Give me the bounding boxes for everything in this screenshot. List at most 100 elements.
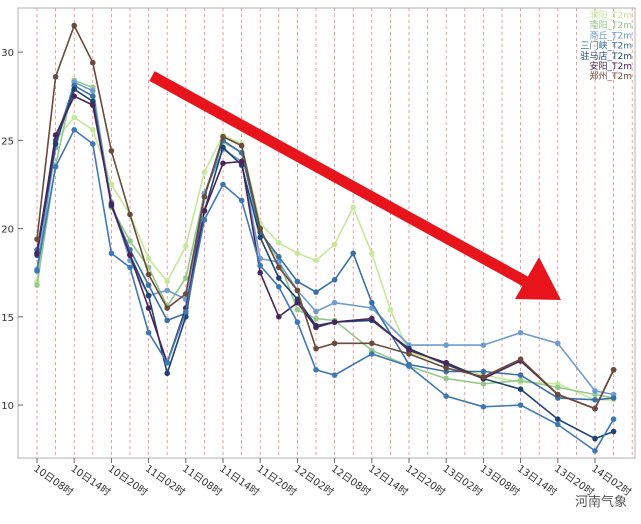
legend: 濮阳_T2m南阳_T2m商丘_T2m三门峡_T2m驻马店_T2m安阳_T2m郑州… <box>581 9 633 82</box>
data-point <box>369 250 375 257</box>
y-tick-label: 20 <box>1 225 14 236</box>
data-point <box>480 368 487 375</box>
y-tick-label: 15 <box>1 313 14 324</box>
data-point <box>238 142 245 149</box>
data-point <box>164 278 170 285</box>
x-tick-label: 11日08时 <box>180 463 224 499</box>
x-tick-label: 12日08时 <box>329 463 373 499</box>
data-point <box>145 329 152 336</box>
y-tick-label: 30 <box>1 48 14 59</box>
data-point <box>90 141 96 147</box>
data-point <box>517 372 524 378</box>
x-tick-label: 10日14时 <box>68 463 112 499</box>
data-point <box>369 299 375 306</box>
data-point <box>313 308 319 315</box>
data-point <box>164 317 170 324</box>
data-point <box>443 393 450 400</box>
data-point <box>276 275 282 281</box>
data-point <box>201 217 208 223</box>
data-point <box>555 384 561 391</box>
data-point <box>294 287 301 294</box>
data-point <box>257 269 264 276</box>
data-point <box>276 284 282 290</box>
data-point <box>480 342 487 348</box>
series-line <box>36 87 614 440</box>
data-point <box>331 277 338 283</box>
data-point <box>313 289 319 295</box>
legend-entry: 南阳_T2m <box>590 19 633 31</box>
data-point <box>592 435 598 442</box>
arrow-head <box>515 257 561 300</box>
data-point <box>276 264 282 271</box>
data-point <box>145 271 152 278</box>
data-point <box>294 319 301 325</box>
data-point <box>369 305 375 311</box>
arrow-shaft <box>149 71 533 289</box>
trend-arrow <box>149 71 561 300</box>
data-point <box>517 377 524 384</box>
data-point <box>71 127 77 133</box>
data-point <box>276 239 282 246</box>
data-point <box>592 388 598 394</box>
series-line <box>36 23 615 410</box>
series-line <box>36 84 614 401</box>
x-tick-label: 11日02时 <box>143 463 187 499</box>
data-point <box>257 262 264 269</box>
data-point <box>145 292 152 299</box>
data-point <box>145 305 152 311</box>
series-lines <box>34 22 617 454</box>
x-tick-label: 11日20时 <box>254 463 298 499</box>
data-point <box>127 211 133 218</box>
data-point <box>220 134 226 140</box>
data-point <box>313 324 319 331</box>
data-point <box>294 250 301 257</box>
data-point <box>294 307 301 313</box>
x-tick-label: 13日08时 <box>478 463 522 499</box>
data-point <box>108 148 115 154</box>
data-point <box>555 421 561 428</box>
data-point <box>201 169 208 175</box>
data-point <box>517 329 524 336</box>
data-point <box>313 367 319 373</box>
data-point <box>313 257 319 264</box>
series-line <box>36 116 614 401</box>
data-point <box>220 144 226 151</box>
x-tick-label: 11日14时 <box>217 463 261 499</box>
data-point <box>331 319 338 325</box>
data-point <box>183 275 189 281</box>
data-point <box>592 397 598 403</box>
data-point <box>517 402 524 408</box>
y-axis: 10 15 20 25 30 <box>1 48 23 412</box>
data-point <box>108 201 115 207</box>
data-point <box>164 305 170 311</box>
data-point <box>331 340 338 347</box>
x-tick-label: 13日02时 <box>440 463 484 499</box>
data-point <box>90 59 96 66</box>
data-point <box>90 102 96 108</box>
data-point <box>406 351 412 357</box>
data-point <box>71 114 77 121</box>
data-point <box>369 351 375 357</box>
data-point <box>610 428 617 435</box>
data-point <box>90 127 96 133</box>
data-point <box>238 158 245 165</box>
data-point <box>331 299 338 306</box>
data-point <box>238 197 245 204</box>
data-point <box>294 278 301 285</box>
watermark: 河南气象 <box>574 495 627 510</box>
x-tick-label: 10日20时 <box>106 463 150 499</box>
data-point <box>294 299 301 306</box>
data-point <box>592 405 598 412</box>
data-point <box>145 282 152 288</box>
x-tick-label: 12日14时 <box>366 463 410 499</box>
data-point <box>183 243 189 249</box>
data-point <box>610 395 617 401</box>
data-point <box>257 234 264 241</box>
y-tick-label: 10 <box>1 401 14 412</box>
data-point <box>108 250 115 257</box>
data-point <box>164 359 170 366</box>
data-point <box>443 375 450 382</box>
legend-entry: 驻马店_T2m <box>581 50 633 62</box>
data-point <box>480 404 487 410</box>
